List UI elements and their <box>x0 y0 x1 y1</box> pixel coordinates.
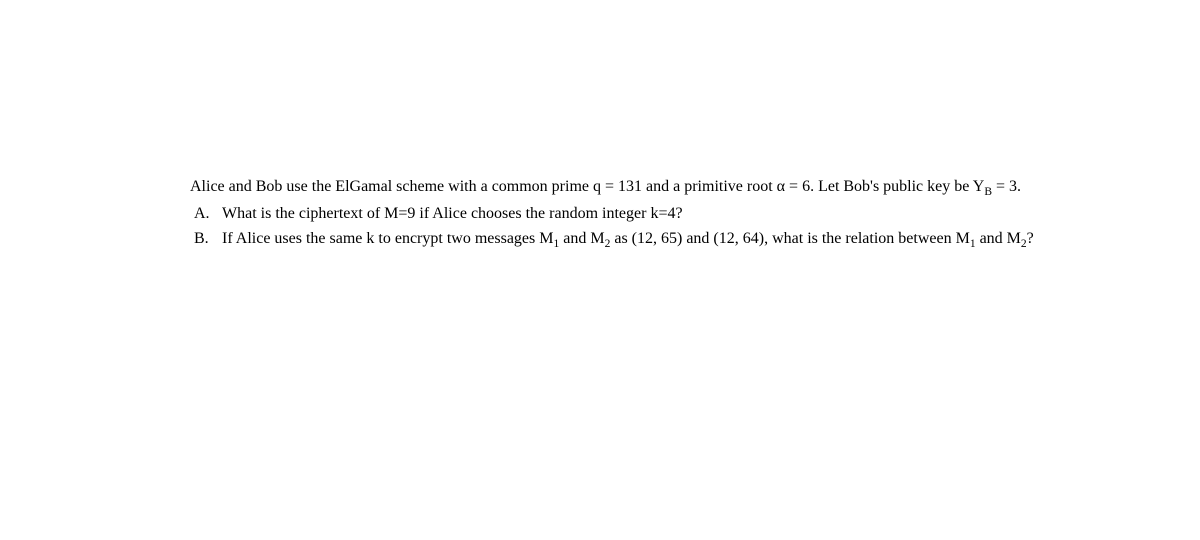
intro-line1: Alice and Bob use the ElGamal scheme wit… <box>190 178 923 195</box>
intro-line2-suffix: = 3. <box>992 178 1021 195</box>
question-b-text: If Alice uses the same k to encrypt two … <box>222 227 1110 252</box>
question-a-text: What is the ciphertext of M=9 if Alice c… <box>222 202 1110 227</box>
marker-a: A. <box>190 202 222 227</box>
marker-b: B. <box>190 227 222 252</box>
problem-intro: Alice and Bob use the ElGamal scheme wit… <box>190 175 1110 200</box>
intro-sub-b: B <box>984 186 992 198</box>
intro-line2-prefix: key be Y <box>927 178 984 195</box>
question-list: A. What is the ciphertext of M=9 if Alic… <box>190 202 1110 252</box>
question-item-b: B. If Alice uses the same k to encrypt t… <box>190 227 1110 252</box>
question-item-a: A. What is the ciphertext of M=9 if Alic… <box>190 202 1110 227</box>
